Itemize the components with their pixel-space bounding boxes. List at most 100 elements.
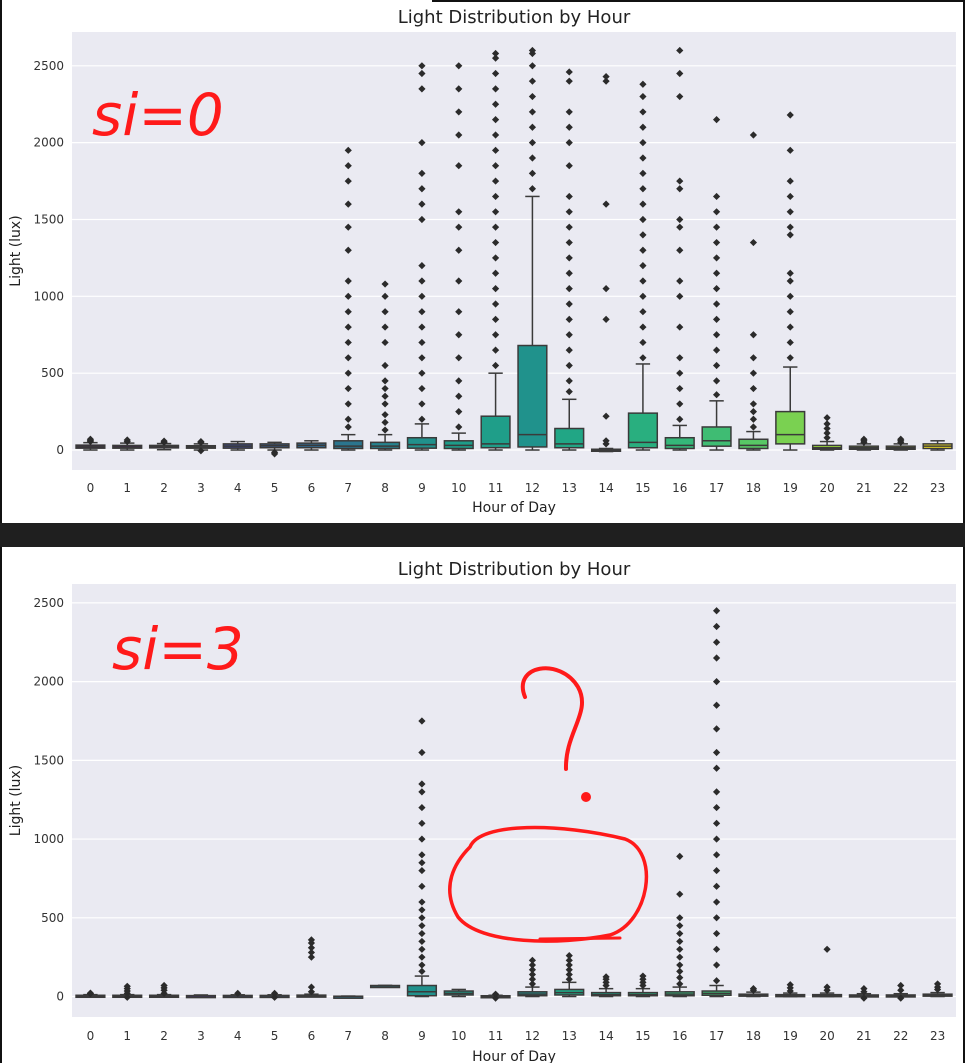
- y-tick-label: 500: [41, 911, 64, 925]
- outlier-point: [897, 986, 905, 994]
- x-tick-label: 10: [451, 1029, 466, 1043]
- outlier-point: [712, 882, 721, 890]
- outlier-point: [565, 346, 573, 354]
- handwritten-annotation: si=3: [112, 615, 244, 683]
- box-hour-11: [480, 990, 511, 1002]
- y-tick-label: 1000: [33, 832, 64, 846]
- box-hour-2: [148, 981, 180, 999]
- outlier-point: [602, 72, 610, 81]
- box-hour-19: [775, 981, 806, 998]
- outlier-point: [491, 300, 500, 308]
- box-hour-13: [554, 68, 585, 451]
- outlier-point: [491, 177, 500, 185]
- outlier-point: [639, 169, 647, 177]
- outlier-point: [823, 945, 831, 953]
- outlier-point: [712, 748, 721, 757]
- outlier-point: [455, 408, 463, 416]
- chart-title: Light Distribution by Hour: [398, 559, 631, 580]
- box-hour-7: [333, 146, 364, 451]
- outlier-point: [491, 100, 500, 108]
- outlier-point: [381, 426, 389, 434]
- outlier-point: [528, 108, 537, 116]
- y-tick-label: 2500: [33, 59, 64, 73]
- outlier-point: [418, 967, 426, 975]
- outlier-point: [565, 361, 573, 370]
- box-hour-15: [627, 972, 659, 998]
- x-tick-label: 13: [562, 481, 577, 495]
- outlier-point: [455, 392, 463, 400]
- outlier-point: [897, 994, 905, 1002]
- circle-scribble-tail: [538, 936, 622, 941]
- outlier-point: [565, 192, 573, 201]
- panel-edge-left: [0, 0, 2, 523]
- y-tick-label: 500: [41, 366, 64, 380]
- outlier-point: [639, 154, 647, 162]
- x-axis-label: Hour of Day: [472, 1049, 556, 1063]
- x-tick-label: 0: [87, 1029, 95, 1043]
- outlier-point: [344, 338, 352, 347]
- outlier-point: [712, 269, 721, 277]
- outlier-point: [491, 192, 500, 201]
- box-hour-19: [775, 111, 806, 451]
- outlier-point: [491, 285, 500, 293]
- outlier-point: [418, 200, 426, 208]
- x-tick-label: 17: [709, 1029, 724, 1043]
- box-hour-5: [259, 989, 290, 1001]
- outlier-point: [565, 123, 573, 131]
- outlier-point: [455, 162, 463, 170]
- outlier-point: [786, 208, 794, 216]
- outlier-point: [676, 980, 684, 988]
- outlier-point: [381, 411, 389, 419]
- outlier-point: [602, 973, 610, 981]
- outlier-point: [565, 162, 573, 170]
- outlier-point: [639, 972, 647, 980]
- outlier-point: [528, 62, 537, 70]
- outlier-point: [418, 859, 426, 867]
- outlier-point: [749, 985, 758, 993]
- outlier-point: [565, 966, 573, 974]
- outlier-point: [639, 277, 647, 285]
- outlier-point: [455, 223, 463, 231]
- circle-scribble: [448, 825, 649, 943]
- outlier-point: [418, 922, 426, 930]
- outlier-point: [676, 929, 684, 938]
- outlier-point: [676, 890, 684, 898]
- box-hour-3: [185, 994, 217, 999]
- outlier-point: [344, 277, 352, 285]
- outlier-point: [307, 953, 316, 961]
- outlier-point: [418, 937, 426, 946]
- outlier-point: [455, 277, 463, 285]
- outlier-point: [639, 123, 647, 131]
- outlier-point: [528, 970, 537, 979]
- outlier-point: [197, 447, 205, 455]
- outlier-point: [418, 961, 426, 969]
- box-hour-13: [554, 951, 585, 998]
- outlier-point: [639, 200, 647, 208]
- outlier-point: [418, 62, 426, 70]
- box-hour-12: [517, 46, 548, 451]
- outlier-point: [639, 215, 647, 224]
- outlier-point: [933, 980, 942, 988]
- outlier-point: [786, 231, 794, 239]
- outlier-point: [418, 69, 426, 78]
- x-tick-label: 21: [856, 1029, 871, 1043]
- outlier-point: [528, 185, 537, 193]
- x-tick-label: 5: [271, 481, 279, 495]
- outlier-point: [234, 989, 242, 997]
- box-iqr: [333, 440, 364, 450]
- outlier-point: [712, 622, 721, 631]
- box-hour-4: [222, 440, 253, 451]
- outlier-point: [381, 377, 389, 385]
- outlier-point: [676, 937, 684, 946]
- outlier-point: [418, 215, 426, 224]
- outlier-point: [712, 866, 721, 875]
- outlier-point: [307, 944, 316, 952]
- outlier-point: [565, 77, 573, 85]
- box-hour-22: [885, 435, 916, 451]
- box-hour-16: [664, 46, 695, 451]
- outlier-point: [786, 981, 794, 989]
- x-tick-label: 6: [308, 481, 316, 495]
- panel-edge-right: [963, 0, 965, 523]
- outlier-point: [418, 803, 426, 812]
- outlier-point: [491, 146, 500, 154]
